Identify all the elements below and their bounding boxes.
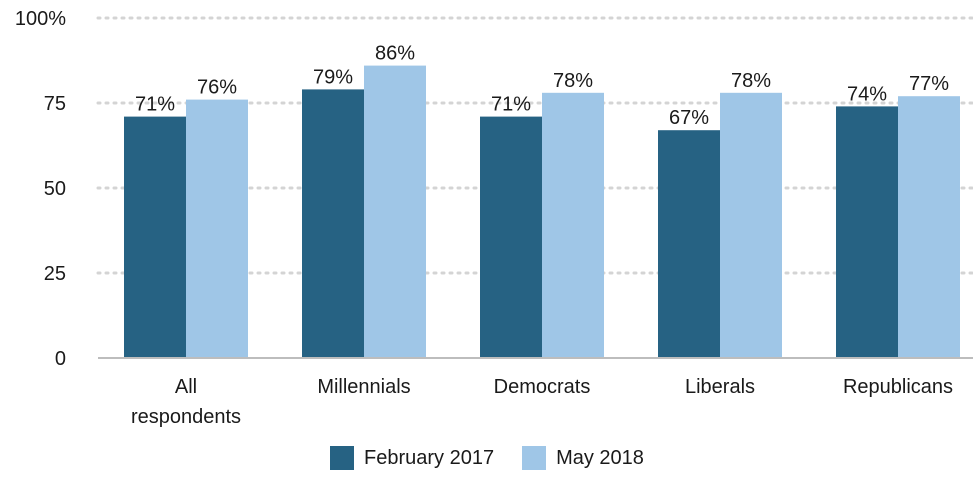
bar bbox=[302, 89, 364, 359]
legend-swatch-february-2017 bbox=[330, 446, 354, 470]
legend-label-may-2018: May 2018 bbox=[556, 446, 644, 469]
data-label: 86% bbox=[375, 43, 415, 65]
bar bbox=[836, 106, 898, 359]
bar bbox=[480, 116, 542, 358]
category-label: Millennials bbox=[317, 376, 410, 398]
bar bbox=[124, 116, 186, 358]
y-tick-label: 100% bbox=[15, 8, 66, 30]
data-label: 71% bbox=[135, 94, 175, 116]
category-label: All bbox=[175, 376, 197, 398]
legend-item-may-2018: May 2018 bbox=[522, 446, 644, 470]
y-tick-label: 0 bbox=[55, 348, 66, 370]
y-tick-label: 50 bbox=[44, 178, 66, 200]
legend-item-february-2017: February 2017 bbox=[330, 446, 494, 470]
category-label: Liberals bbox=[685, 376, 755, 398]
data-label: 71% bbox=[491, 94, 531, 116]
legend-swatch-may-2018 bbox=[522, 446, 547, 470]
bar bbox=[658, 130, 720, 358]
category-label: respondents bbox=[131, 406, 241, 428]
bar bbox=[898, 96, 960, 358]
y-tick-label: 75 bbox=[44, 93, 66, 115]
category-label: Republicans bbox=[843, 376, 953, 398]
data-label: 78% bbox=[731, 70, 771, 92]
legend-label-february-2017: February 2017 bbox=[364, 446, 495, 469]
data-label: 79% bbox=[313, 66, 353, 88]
data-label: 67% bbox=[669, 107, 709, 129]
bar bbox=[542, 92, 604, 359]
bar bbox=[364, 65, 426, 358]
category-label: Democrats bbox=[494, 376, 591, 398]
bar bbox=[186, 99, 248, 358]
data-label: 76% bbox=[197, 77, 237, 99]
legend: February 2017 May 2018 bbox=[330, 446, 672, 470]
data-label: 74% bbox=[847, 83, 887, 105]
data-label: 77% bbox=[909, 73, 949, 95]
bar bbox=[720, 92, 782, 359]
data-label: 78% bbox=[553, 70, 593, 92]
bar-chart: 0 25 50 75 100% 71% 79% 71% 67% 74% 76% 86% 78% 78% 77… bbox=[15, 8, 973, 428]
y-tick-label: 25 bbox=[44, 263, 66, 285]
